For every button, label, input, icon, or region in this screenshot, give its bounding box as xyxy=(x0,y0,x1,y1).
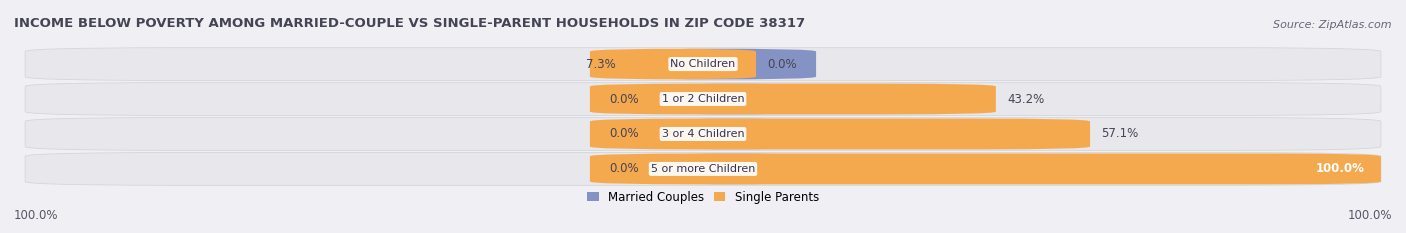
Text: 3 or 4 Children: 3 or 4 Children xyxy=(662,129,744,139)
Text: 7.3%: 7.3% xyxy=(586,58,616,71)
FancyBboxPatch shape xyxy=(25,153,1381,185)
Text: 100.0%: 100.0% xyxy=(1347,209,1392,222)
Text: 0.0%: 0.0% xyxy=(609,127,638,140)
FancyBboxPatch shape xyxy=(25,83,1381,115)
Text: 0.0%: 0.0% xyxy=(609,93,638,106)
Text: No Children: No Children xyxy=(671,59,735,69)
FancyBboxPatch shape xyxy=(591,84,995,114)
FancyBboxPatch shape xyxy=(591,154,1381,184)
FancyBboxPatch shape xyxy=(591,49,756,79)
Text: 100.0%: 100.0% xyxy=(14,209,59,222)
Legend: Married Couples, Single Parents: Married Couples, Single Parents xyxy=(582,186,824,209)
FancyBboxPatch shape xyxy=(25,48,1381,80)
FancyBboxPatch shape xyxy=(650,119,815,149)
Text: 43.2%: 43.2% xyxy=(1007,93,1045,106)
Text: 100.0%: 100.0% xyxy=(1316,162,1364,175)
Text: INCOME BELOW POVERTY AMONG MARRIED-COUPLE VS SINGLE-PARENT HOUSEHOLDS IN ZIP COD: INCOME BELOW POVERTY AMONG MARRIED-COUPL… xyxy=(14,17,806,30)
Text: 5 or more Children: 5 or more Children xyxy=(651,164,755,174)
Text: 0.0%: 0.0% xyxy=(768,58,797,71)
FancyBboxPatch shape xyxy=(650,154,815,184)
Text: 1 or 2 Children: 1 or 2 Children xyxy=(662,94,744,104)
FancyBboxPatch shape xyxy=(25,118,1381,150)
FancyBboxPatch shape xyxy=(627,49,815,79)
Text: Source: ZipAtlas.com: Source: ZipAtlas.com xyxy=(1274,20,1392,30)
FancyBboxPatch shape xyxy=(591,119,1090,149)
Text: 0.0%: 0.0% xyxy=(609,162,638,175)
FancyBboxPatch shape xyxy=(650,84,815,114)
Text: 57.1%: 57.1% xyxy=(1101,127,1139,140)
